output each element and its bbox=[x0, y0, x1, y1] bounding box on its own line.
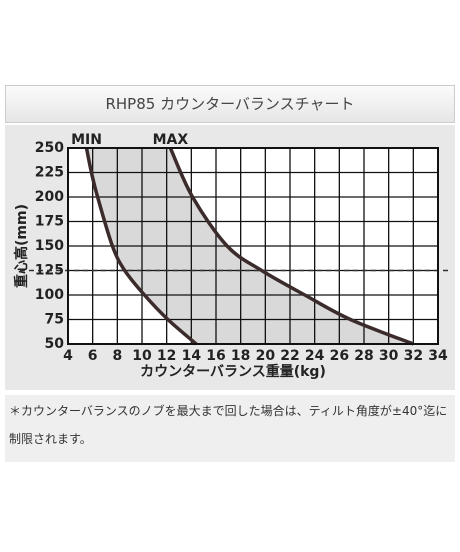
x-tick-label: 32 bbox=[404, 348, 423, 364]
y-tick-label: 225 bbox=[35, 165, 64, 181]
x-tick-label: 30 bbox=[379, 348, 399, 364]
y-axis-label: 重心高(mm) bbox=[13, 204, 30, 288]
x-tick-label: 26 bbox=[330, 348, 349, 364]
x-tick-label: 16 bbox=[206, 348, 225, 364]
series-label: MIN bbox=[71, 132, 102, 148]
plot-border bbox=[67, 147, 439, 345]
footnote: ＊カウンターバランスのノブを最大まで回した場合は、ティルト角度が±40°迄に制限… bbox=[5, 395, 455, 462]
x-tick-label: 28 bbox=[354, 348, 373, 364]
y-tick-label: 175 bbox=[35, 214, 64, 230]
x-tick-label: 12 bbox=[157, 348, 176, 364]
curve bbox=[168, 147, 414, 346]
x-tick-label: 6 bbox=[88, 348, 98, 364]
series-label: MAX bbox=[153, 132, 189, 148]
y-tick-label: 100 bbox=[35, 287, 64, 303]
y-tick-label: 150 bbox=[35, 238, 64, 254]
x-tick-label: 14 bbox=[182, 348, 202, 364]
y-tick-label: 50 bbox=[45, 336, 65, 352]
y-tick-label: 75 bbox=[45, 312, 64, 328]
x-tick-label: 4 bbox=[63, 348, 73, 364]
x-tick-label: 22 bbox=[280, 348, 299, 364]
x-tick-label: 18 bbox=[231, 348, 250, 364]
curve bbox=[84, 147, 198, 346]
y-tick-label: 250 bbox=[35, 140, 64, 156]
x-tick-label: 34 bbox=[428, 348, 448, 364]
x-tick-label: 8 bbox=[112, 348, 122, 364]
x-tick-label: 10 bbox=[132, 348, 152, 364]
x-axis-label: カウンターバランス重量(kg) bbox=[140, 363, 326, 380]
y-tick-label: 200 bbox=[35, 189, 64, 205]
x-tick-label: 20 bbox=[256, 348, 276, 364]
chart-title: RHP85 カウンターバランスチャート bbox=[5, 85, 455, 123]
x-tick-label: 24 bbox=[305, 348, 325, 364]
